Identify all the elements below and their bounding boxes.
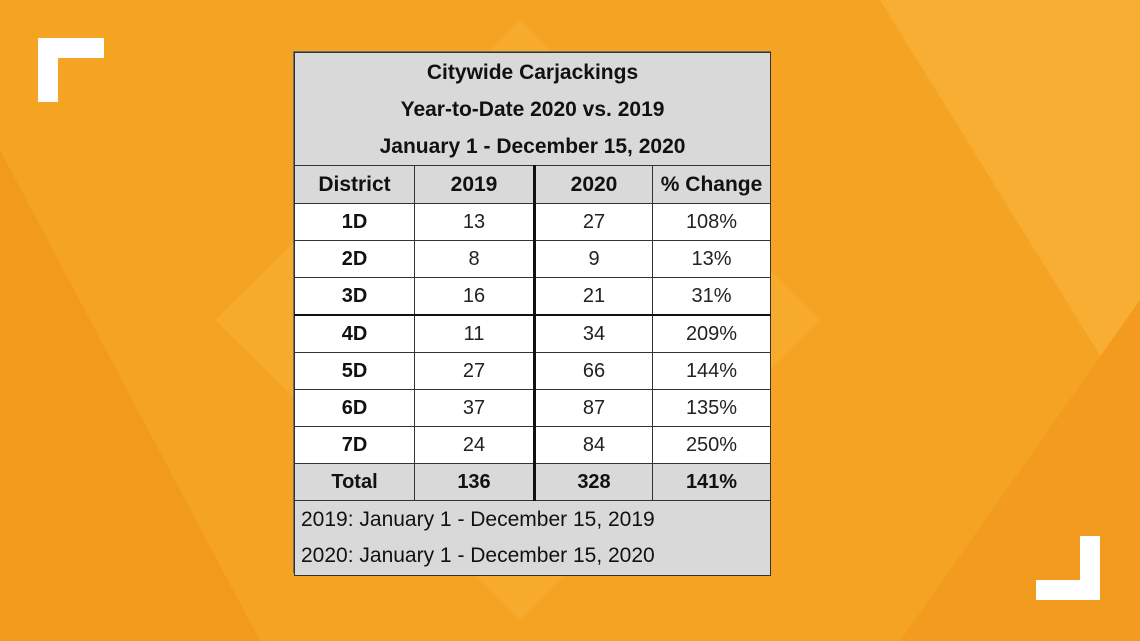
value-2019-cell: 13	[414, 203, 535, 241]
district-cell: 4D	[294, 314, 415, 353]
total-2019-cell: 136	[414, 463, 535, 501]
value-2019-cell: 8	[414, 240, 535, 278]
column-header-pct-change: % Change	[651, 165, 772, 204]
value-2020-cell: 9	[533, 240, 653, 278]
footnote-2019: 2019: January 1 - December 15, 2019	[301, 508, 655, 531]
table-row: 3D 16 21 31%	[294, 277, 772, 316]
footnote-2020: 2020: January 1 - December 15, 2020	[301, 544, 655, 567]
table-footnotes: 2019: January 1 - December 15, 2019 2020…	[293, 500, 772, 576]
column-header-district: District	[294, 165, 415, 204]
value-2020-cell: 84	[533, 426, 653, 464]
value-2019-cell: 37	[414, 389, 535, 427]
district-cell: 6D	[294, 389, 415, 427]
district-cell: 1D	[294, 203, 415, 241]
total-row: Total 136 328 141%	[294, 463, 772, 501]
pct-change-cell: 250%	[651, 426, 772, 464]
bottom-right-corner-bracket-icon	[1036, 536, 1100, 600]
value-2019-cell: 11	[414, 314, 535, 353]
top-left-corner-bracket-icon	[38, 38, 104, 102]
value-2020-cell: 27	[533, 203, 653, 241]
header-row: District 2019 2020 % Change	[294, 165, 772, 204]
value-2020-cell: 21	[533, 277, 653, 316]
title-line-3: January 1 - December 15, 2020	[379, 134, 686, 158]
value-2019-cell: 16	[414, 277, 535, 316]
district-cell: 7D	[294, 426, 415, 464]
carjackings-table-card: Citywide Carjackings Year-to-Date 2020 v…	[293, 51, 772, 576]
pct-change-cell: 144%	[651, 352, 772, 390]
pct-change-cell: 31%	[651, 277, 772, 316]
title-line-1: Citywide Carjackings	[426, 60, 639, 84]
column-header-2019: 2019	[414, 165, 535, 204]
table-row: 2D 8 9 13%	[294, 240, 772, 278]
column-header-2020: 2020	[533, 165, 653, 204]
table-title: Citywide Carjackings Year-to-Date 2020 v…	[293, 52, 772, 166]
table-row: 6D 37 87 135%	[294, 389, 772, 427]
table-row: 4D 11 34 209%	[294, 314, 772, 353]
total-label-cell: Total	[294, 463, 415, 501]
table-row: 1D 13 27 108%	[294, 203, 772, 241]
table-row: 5D 27 66 144%	[294, 352, 772, 390]
value-2020-cell: 87	[533, 389, 653, 427]
value-2020-cell: 34	[533, 314, 653, 353]
district-cell: 2D	[294, 240, 415, 278]
carjackings-table: Citywide Carjackings Year-to-Date 2020 v…	[293, 52, 772, 576]
pct-change-cell: 135%	[651, 389, 772, 427]
district-cell: 5D	[294, 352, 415, 390]
value-2019-cell: 24	[414, 426, 535, 464]
value-2020-cell: 66	[533, 352, 653, 390]
title-line-2: Year-to-Date 2020 vs. 2019	[400, 97, 665, 121]
table-row: 7D 24 84 250%	[294, 426, 772, 464]
value-2019-cell: 27	[414, 352, 535, 390]
pct-change-cell: 13%	[651, 240, 772, 278]
district-cell: 3D	[294, 277, 415, 316]
total-2020-cell: 328	[533, 463, 653, 501]
total-pct-change-cell: 141%	[651, 463, 772, 501]
pct-change-cell: 209%	[651, 314, 772, 353]
pct-change-cell: 108%	[651, 203, 772, 241]
